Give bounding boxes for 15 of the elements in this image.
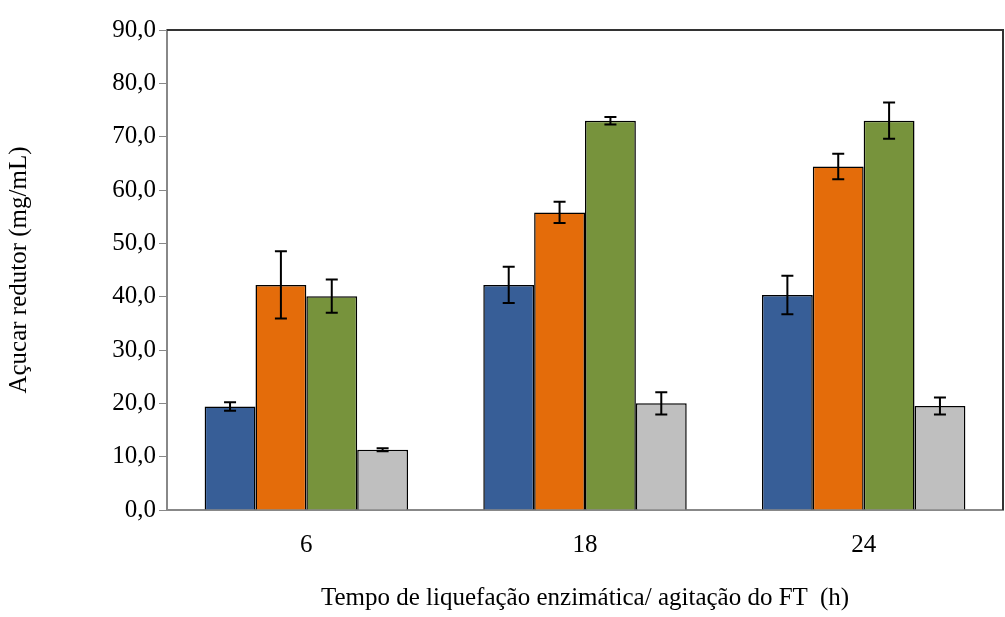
x-tick-label: 6 — [300, 529, 313, 557]
x-axis-title: Tempo de liquefação enzimática/ agitação do FT (h) — [320, 582, 850, 611]
y-tick-label: 70,0 — [112, 121, 156, 149]
y-tick-label: 0,0 — [124, 494, 156, 522]
y-axis-title: Açucar redutor (mg/mL) — [3, 146, 32, 394]
y-tick-label: 60,0 — [112, 174, 156, 202]
y-tick-label: 20,0 — [112, 387, 156, 415]
y-tick-label: 80,0 — [112, 67, 156, 95]
y-tick-label: 30,0 — [112, 334, 156, 362]
x-tick-label: 18 — [572, 529, 598, 557]
y-tick-label: 10,0 — [112, 441, 156, 469]
y-tick-label: 50,0 — [112, 227, 156, 255]
x-tick-label: 24 — [851, 529, 877, 557]
y-tick-label: 40,0 — [112, 281, 156, 309]
y-tick-label: 90,0 — [112, 14, 156, 42]
